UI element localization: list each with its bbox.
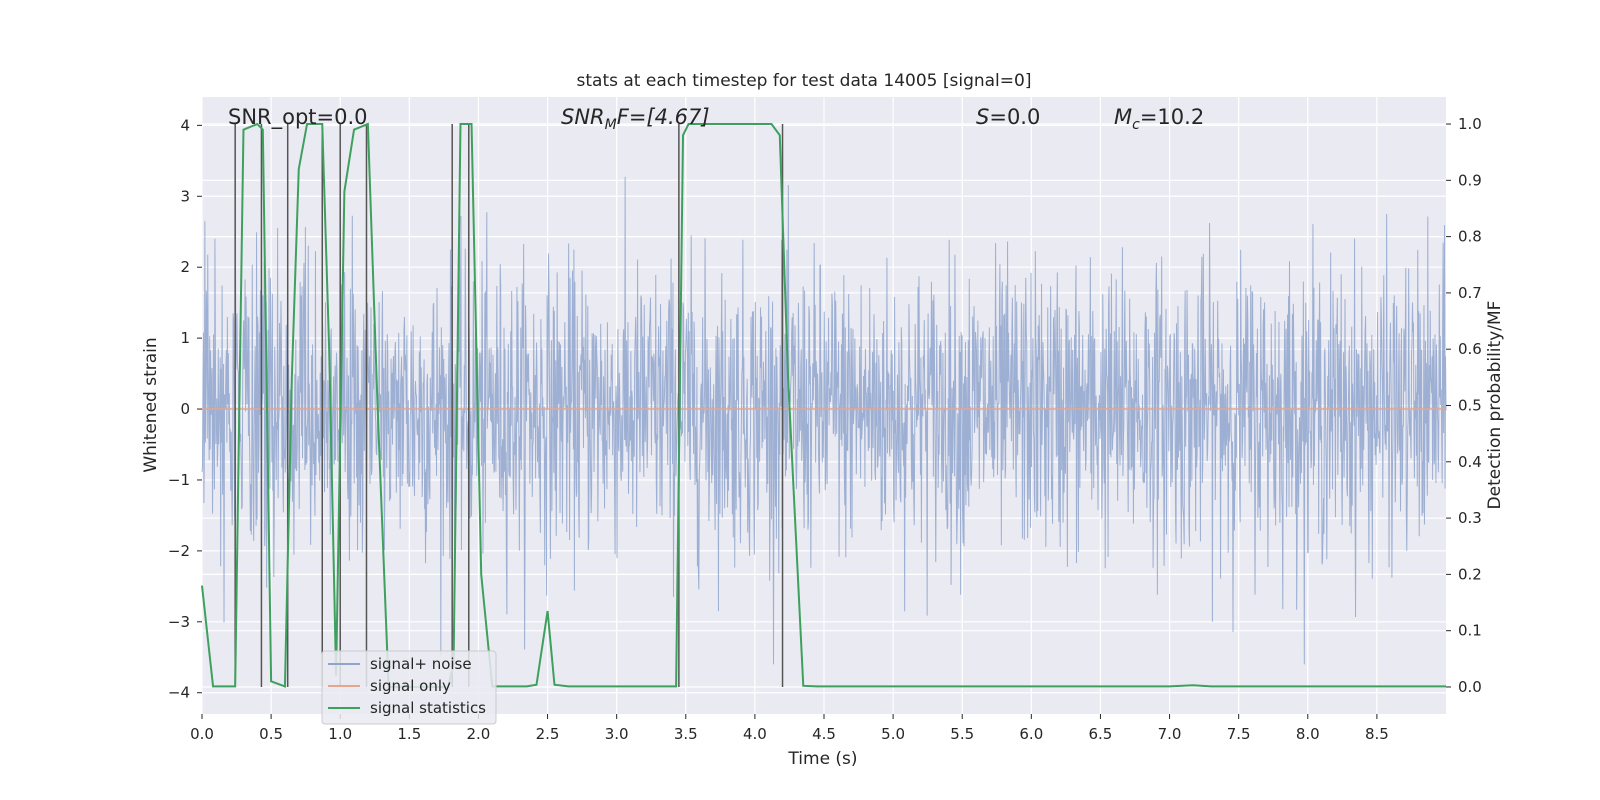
chart-title: stats at each timestep for test data 140…: [577, 71, 1032, 91]
y-right-tick-label: 0.3: [1458, 509, 1482, 527]
x-axis-label: Time (s): [787, 749, 857, 769]
y-tick-label: −1: [168, 471, 190, 489]
x-tick-label: 3.5: [674, 725, 698, 743]
y-axis-ticks-left: 4 3 2 1 0 −1 −2 −3 −4: [168, 116, 202, 702]
y-right-tick-label: 0.1: [1458, 622, 1482, 640]
x-tick-label: 8.5: [1365, 725, 1389, 743]
y-axis-label-right: Detection probability/MF: [1485, 301, 1505, 510]
x-tick-label: 0.5: [259, 725, 283, 743]
annotation-s-var: S: [976, 105, 989, 129]
annotation-mc: Mc=10.2: [1114, 105, 1204, 133]
x-tick-label: 2.0: [467, 725, 491, 743]
legend-box: [321, 650, 497, 725]
x-axis-ticks: 0.0 0.5 1.0 1.5 2.0 2.5 3.0 3.5 4.0 4.5 5.0 5.5 6.0 6…: [190, 714, 1389, 743]
y-right-tick-label: 0.6: [1458, 340, 1482, 358]
x-tick-label: 2.5: [536, 725, 560, 743]
annotation-snr-mf-rest: F=[4.67]: [617, 105, 710, 129]
y-tick-label: −4: [168, 684, 190, 702]
annotation-s: S=0.0: [976, 105, 1040, 129]
x-tick-label: 5.0: [881, 725, 905, 743]
x-tick-label: 1.5: [397, 725, 421, 743]
legend-label-signal-noise: signal+ noise: [370, 655, 472, 673]
x-tick-label: 4.0: [743, 725, 767, 743]
y-tick-label: 3: [180, 187, 190, 205]
y-tick-label: −2: [168, 542, 190, 560]
x-tick-label: 6.0: [1019, 725, 1043, 743]
y-tick-label: 2: [180, 258, 190, 276]
y-right-tick-label: 0.5: [1458, 397, 1482, 415]
annotation-mc-sub: c: [1132, 117, 1140, 133]
x-tick-label: 7.0: [1158, 725, 1182, 743]
annotation-snr-mf: SNRMF=[4.67]: [561, 105, 710, 133]
y-tick-label: −3: [168, 613, 190, 631]
annotation-mc-base: M: [1114, 105, 1132, 129]
y-right-tick-label: 0.8: [1458, 228, 1482, 246]
x-tick-label: 8.0: [1296, 725, 1320, 743]
y-axis-label-left: Whitened strain: [141, 337, 161, 472]
annotation-snr-mf-sub: M: [605, 117, 617, 133]
x-tick-label: 7.5: [1227, 725, 1251, 743]
x-tick-label: 5.5: [950, 725, 974, 743]
legend: signal+ noise signal only signal statist…: [321, 650, 497, 725]
y-right-tick-label: 0.9: [1458, 171, 1482, 189]
y-tick-label: 4: [180, 116, 190, 134]
y-right-tick-label: 0.0: [1458, 678, 1482, 696]
x-tick-label: 1.0: [328, 725, 352, 743]
annotation-snr-mf-base: SNR: [561, 105, 605, 129]
legend-label-signal-statistics: signal statistics: [370, 699, 486, 717]
y-right-tick-label: 1.0: [1458, 115, 1482, 133]
x-tick-label: 6.5: [1089, 725, 1113, 743]
x-tick-label: 4.5: [812, 725, 836, 743]
y-right-tick-label: 0.4: [1458, 453, 1482, 471]
y-tick-label: 0: [180, 400, 190, 418]
annotation-mc-val: =10.2: [1140, 105, 1204, 129]
annotation-snr-opt: SNR_opt=0.0: [228, 105, 368, 130]
x-tick-label: 0.0: [190, 725, 214, 743]
y-tick-label: 1: [180, 329, 190, 347]
x-tick-label: 3.0: [605, 725, 629, 743]
legend-label-signal-only: signal only: [370, 677, 451, 695]
y-right-tick-label: 0.2: [1458, 565, 1482, 583]
annotation-s-val: =0.0: [989, 105, 1040, 129]
y-axis-ticks-right: 1.0 0.9 0.8 0.7 0.6 0.5 0.4 0.3 0.2 0.1 0.0: [1446, 115, 1482, 696]
y-right-tick-label: 0.7: [1458, 284, 1482, 302]
